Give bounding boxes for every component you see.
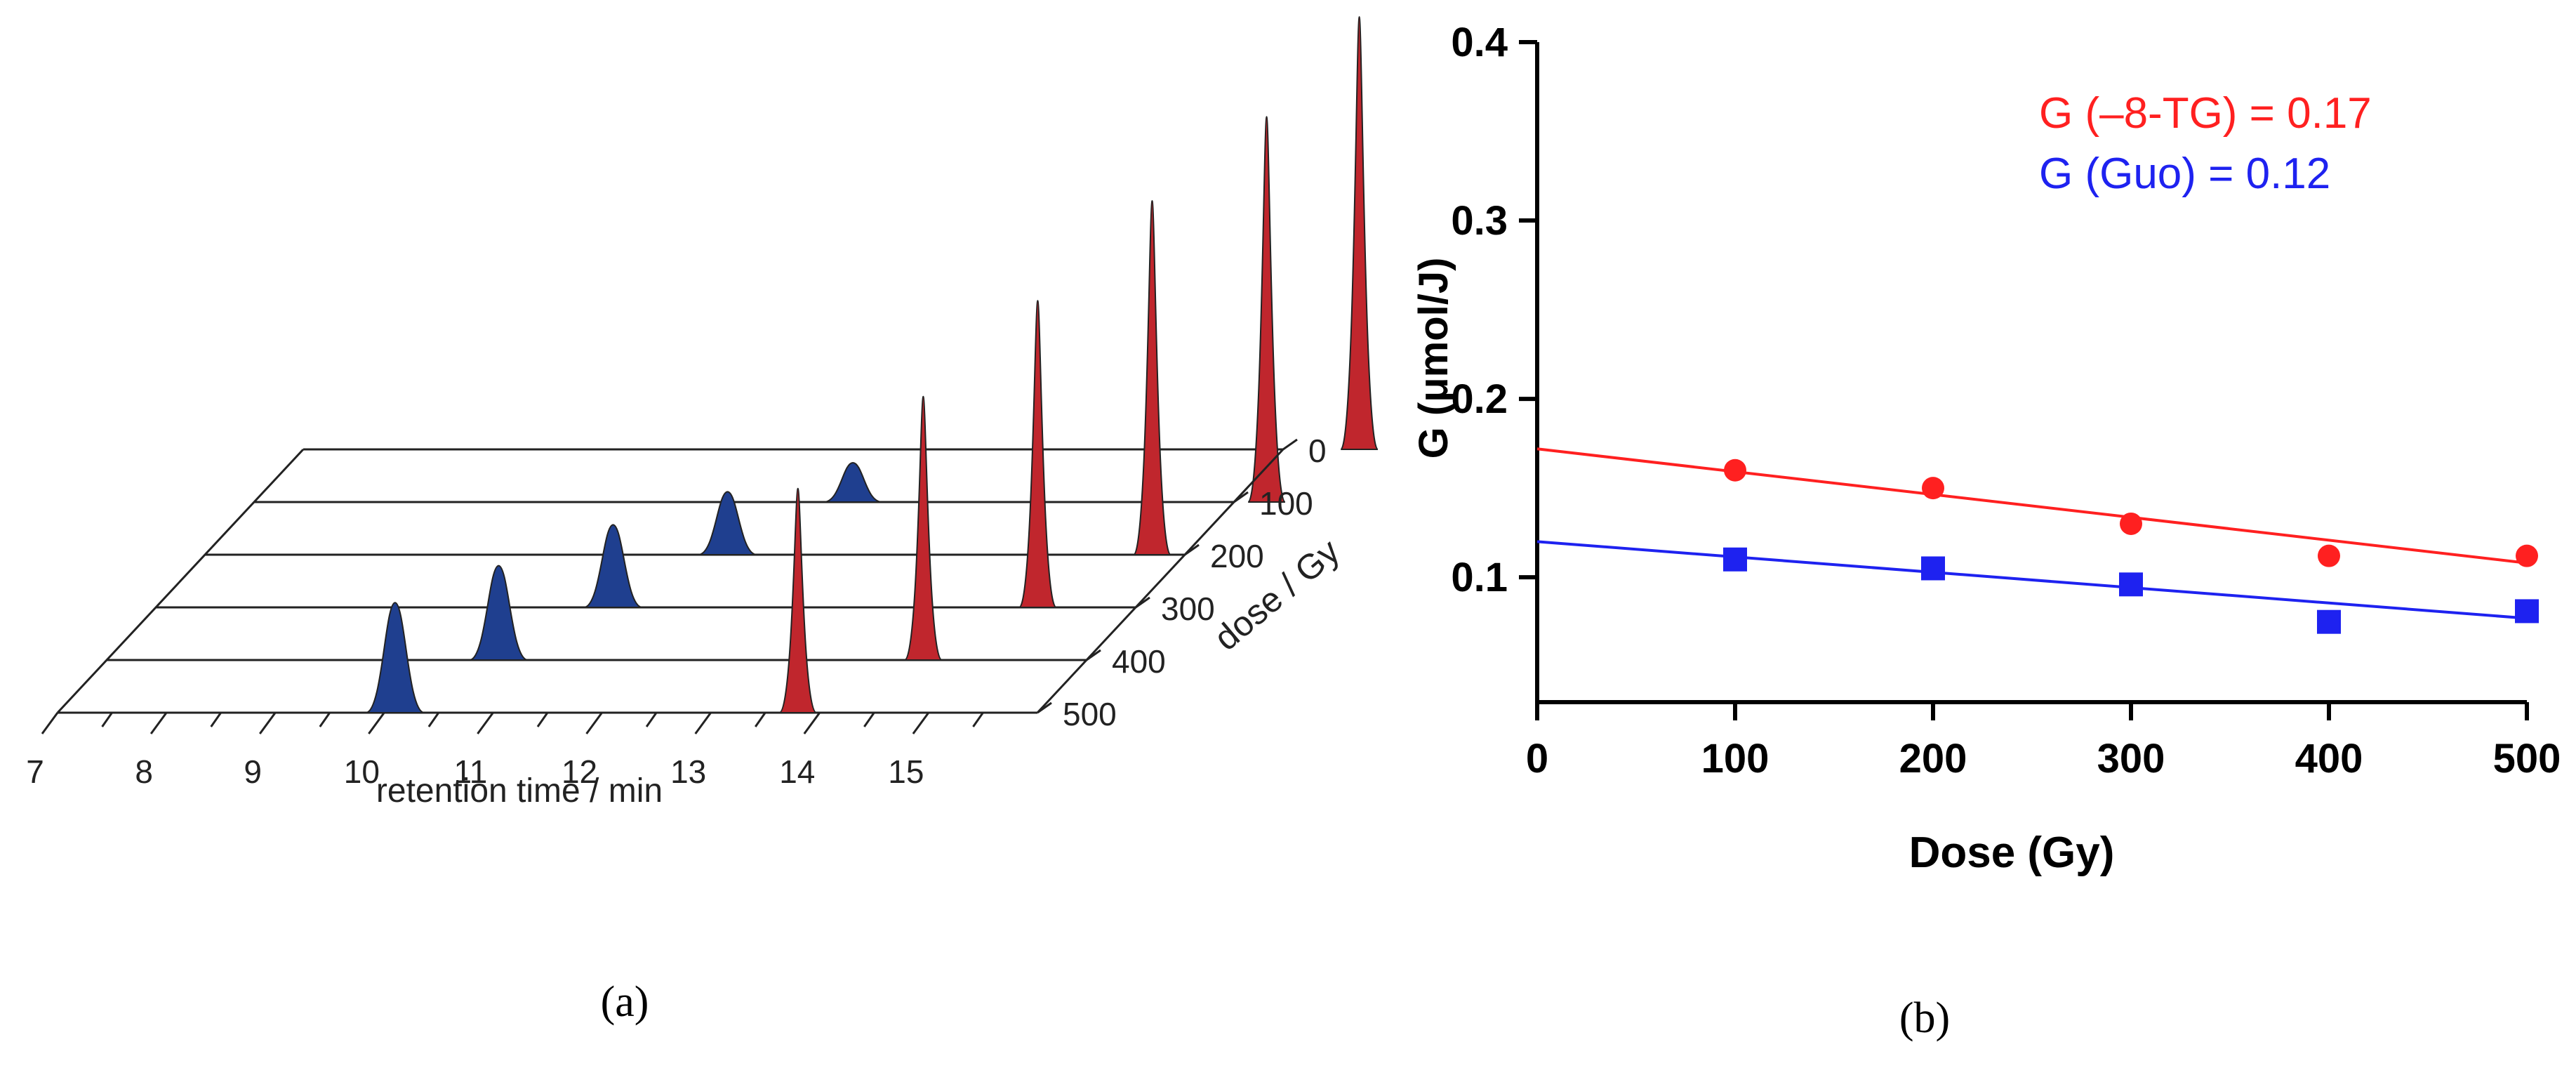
x-tick-label: 200	[1899, 736, 1967, 781]
red-peak	[903, 395, 943, 661]
data-point-8tg	[1724, 459, 1746, 482]
caption-a: (a)	[601, 978, 649, 1026]
panel-b-g-value-plot: 0.10.20.30.40 100 200 300 400 500 G (μmol/J) …	[1411, 20, 2561, 877]
dose-tick	[1184, 543, 1200, 556]
blue-peak	[583, 524, 643, 608]
x-tick-major	[585, 712, 603, 734]
x-tick-label: 8	[135, 753, 153, 790]
retention-time-axis: 7 8 9 10 11 12 13 14 15	[26, 448, 1284, 790]
dose-label: 0	[1308, 433, 1327, 469]
data-point-guo	[1723, 547, 1747, 572]
x-tick-label: 14	[779, 753, 815, 790]
blue-peak	[698, 491, 757, 555]
legend-guo: G (Guo) = 0.12	[2039, 150, 2330, 198]
blue-peak	[469, 565, 529, 661]
x-tick-minor	[319, 712, 331, 727]
data-point-8tg	[2120, 512, 2142, 535]
legend-8tg: G (–8-TG) = 0.17	[2039, 89, 2372, 138]
x-tick-minor	[210, 712, 222, 727]
data-point-8tg	[2318, 544, 2340, 567]
x-tick-major	[259, 712, 277, 734]
red-peak	[1340, 15, 1379, 450]
x-tick-minor	[536, 712, 549, 727]
x-tick-label: 12	[562, 753, 597, 790]
y-tick-label: 0.4	[1451, 20, 1508, 65]
dose-label: 500	[1063, 696, 1117, 732]
x-tick-major	[150, 712, 168, 734]
x-tick-major	[477, 712, 494, 734]
data-point-guo	[1921, 556, 1945, 581]
x-tick-label: 10	[344, 753, 380, 790]
plot-axes: 0.1 0.2 0.3 0.4 0 100 200 300 400 500	[1451, 20, 2561, 781]
data-point-guo	[2317, 609, 2341, 634]
x-tick-label: 100	[1701, 736, 1770, 781]
red-peak	[778, 487, 818, 713]
x-tick-label: 7	[26, 753, 44, 790]
x-tick-label: 15	[888, 753, 924, 790]
x-tick-major	[912, 712, 930, 734]
red-peak	[1018, 300, 1057, 608]
x-tick-major	[368, 712, 385, 734]
y-tick-label: 0.2	[1451, 376, 1508, 422]
x-tick-minor	[972, 712, 984, 727]
red-peak	[1247, 116, 1286, 503]
y-tick-label: 0.1	[1451, 555, 1508, 600]
x-tick-label: 0	[1526, 736, 1548, 781]
dose-label: 400	[1112, 643, 1166, 680]
dose-tick	[1037, 701, 1052, 714]
x-tick-major	[41, 712, 59, 734]
dose-label: 300	[1161, 591, 1215, 627]
red-peak	[1133, 199, 1171, 555]
y-tick-label: 0.3	[1451, 198, 1508, 244]
fit-line-8tg	[1536, 447, 2528, 565]
panel-a-chromatogram-stack: 7 8 9 10 11 12 13 14 15 0 100 200 300 400 500 retenti…	[26, 15, 1379, 810]
retention-time-axis-label: retention time / min	[376, 772, 663, 810]
data-point-guo	[2515, 599, 2539, 624]
fit-lines	[1536, 447, 2528, 620]
x-tick-label: 500	[2493, 736, 2561, 781]
dose-axis: 0 100 200 300 400 500	[1037, 433, 1327, 732]
x-tick-major	[803, 712, 821, 734]
fit-line-guo	[1536, 540, 2528, 620]
x-tick-label: 13	[670, 753, 706, 790]
data-point-8tg	[1922, 477, 1944, 500]
caption-b: (b)	[1899, 994, 1950, 1042]
x-tick-label: 300	[2097, 736, 2165, 781]
dose-label: 200	[1210, 538, 1264, 574]
x-tick-label: 11	[454, 753, 488, 790]
dose-label: 100	[1259, 485, 1313, 522]
x-tick-label: 9	[244, 753, 262, 790]
x-axis-label: Dose (Gy)	[1909, 829, 2115, 877]
chromatogram-traces	[58, 15, 1379, 714]
x-tick-minor	[645, 712, 658, 727]
x-tick-minor	[427, 712, 440, 727]
dose-tick	[1135, 596, 1150, 609]
x-tick-major	[694, 712, 712, 734]
x-tick-minor	[754, 712, 766, 727]
x-tick-minor	[863, 712, 875, 727]
x-tick-minor	[101, 712, 113, 727]
dose-tick	[1086, 649, 1101, 661]
depth-edge-left	[56, 448, 305, 714]
blue-peak	[823, 461, 882, 503]
depth-edge-right	[1036, 448, 1284, 714]
x-tick-label: 400	[2295, 736, 2363, 781]
dose-tick	[1282, 438, 1298, 451]
blue-peak	[365, 602, 425, 713]
data-point-guo	[2119, 572, 2143, 597]
data-points	[1723, 459, 2539, 634]
y-axis-label: G (μmol/J)	[1411, 258, 1456, 459]
data-point-8tg	[2516, 544, 2538, 567]
dose-tick	[1233, 491, 1249, 503]
